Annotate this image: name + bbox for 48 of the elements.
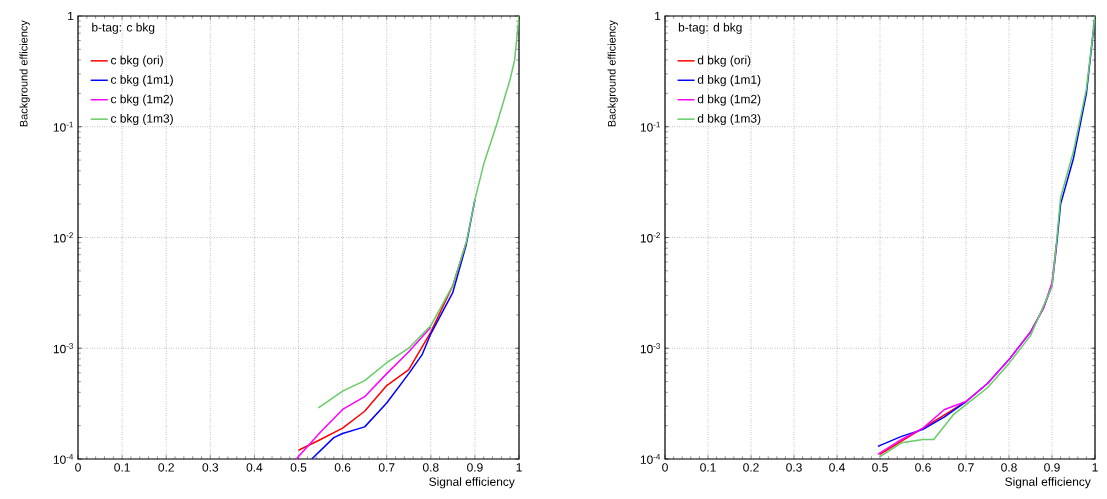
y-tick-label: 1 — [655, 11, 661, 21]
legend-label: d bkg (1m3) — [697, 113, 761, 126]
x-tick-label: 0.7 — [378, 463, 395, 472]
y-axis-title: Background efficiency — [19, 20, 30, 127]
x-axis-title: Signal efficiency — [429, 477, 515, 489]
x-tick-label: 0.9 — [1044, 463, 1060, 472]
x-tick-label: 0.3 — [786, 463, 802, 472]
x-tick-label: 0.2 — [158, 463, 174, 472]
legend-label: c bkg (1m1) — [111, 75, 173, 87]
x-tick-label: 0.5 — [872, 463, 888, 472]
x-tick-label: 0.3 — [202, 463, 219, 472]
x-tick-label: 0 — [75, 463, 81, 472]
y-tick-label: 10$^{-2}$ — [53, 232, 73, 243]
legend-label: d bkg (1m1) — [697, 75, 761, 87]
x-axis-title: Signal efficiency — [1005, 477, 1091, 489]
y-tick-label: 10$^{-3}$ — [640, 343, 660, 354]
legend-label: d bkg (1m2) — [697, 94, 761, 106]
y-tick-label: 10$^{-1}$ — [53, 121, 73, 132]
x-tick-label: 1 — [516, 463, 522, 472]
x-tick-label: 0.1 — [114, 463, 130, 472]
x-tick-label: 0.4 — [829, 463, 845, 472]
x-tick-label: 0.1 — [700, 463, 716, 472]
x-tick-label: 0.9 — [467, 463, 483, 472]
y-tick-label: 10$^{-1}$ — [640, 121, 660, 132]
x-tick-label: 0.5 — [290, 463, 307, 472]
line-series — [317, 15, 520, 409]
x-tick-label: 0.4 — [246, 463, 263, 472]
legend-label: c bkg (1m2) — [111, 94, 173, 106]
y-tick-label: 10$^{-3}$ — [53, 343, 73, 354]
legend-title: b-tag: d bkg — [678, 22, 742, 34]
line-series — [295, 326, 432, 459]
x-tick-label: 0.8 — [422, 463, 439, 472]
x-tick-label: 0.6 — [334, 463, 351, 472]
y-tick-label: 10$^{-4}$ — [640, 454, 661, 464]
x-tick-label: 0.2 — [743, 463, 759, 472]
legend-label: c bkg (1m3) — [111, 113, 173, 126]
x-tick-label: 1 — [1092, 463, 1098, 472]
legend-label: c bkg (ori) — [111, 55, 163, 67]
legend-label: d bkg (ori) — [697, 55, 751, 67]
y-tick-label: 10$^{-4}$ — [53, 454, 74, 464]
x-tick-label: 0.6 — [915, 463, 931, 472]
legend-title: b-tag: c bkg — [92, 22, 155, 34]
x-tick-label: 0 — [662, 463, 668, 472]
x-tick-label: 0.7 — [958, 463, 974, 472]
x-tick-label: 0.8 — [1001, 463, 1017, 472]
y-axis-title: Background efficiency — [607, 20, 618, 127]
y-tick-label: 1 — [68, 11, 74, 21]
y-tick-label: 10$^{-2}$ — [640, 232, 660, 243]
